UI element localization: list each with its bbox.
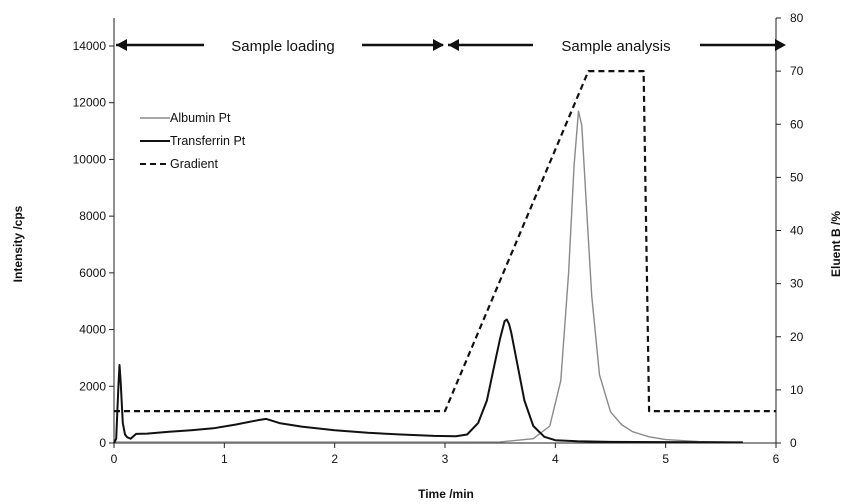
y-axis-title: Intensity /cps [11, 205, 25, 282]
x-tick-label: 6 [773, 452, 780, 466]
y-tick-label: 4000 [79, 323, 106, 337]
y-tick-label: 2000 [79, 379, 106, 393]
x-tick-label: 5 [662, 452, 669, 466]
y2-axis-title: Eluent B /% [829, 211, 843, 277]
y-tick-label: 8000 [79, 209, 106, 223]
x-tick-label: 1 [221, 452, 228, 466]
y2-tick-label: 0 [790, 436, 797, 450]
x-axis-title: Time /min [418, 487, 474, 501]
legend-label-gradient: Gradient [170, 157, 218, 171]
series-line-transferrin-pt [113, 318, 743, 444]
legend-label-albumin: Albumin Pt [170, 111, 231, 125]
legend-label-transferrin: Transferrin Pt [170, 134, 246, 148]
sample-analysis-label: Sample analysis [561, 38, 670, 55]
y2-tick-label: 40 [790, 224, 804, 238]
loading-arrow-left-head [116, 39, 127, 51]
loading-arrow-right-head [433, 39, 444, 51]
series-line-albumin-pt [114, 110, 743, 444]
y2-tick-label: 80 [790, 11, 804, 25]
series-line-gradient [114, 69, 776, 413]
y2-tick-label: 10 [790, 383, 804, 397]
analysis-arrow-left-head [448, 39, 459, 51]
y-tick-label: 6000 [79, 266, 106, 280]
y-tick-label: 10000 [73, 152, 107, 166]
legend: Albumin Pt Transferrin Pt Gradient [140, 111, 246, 171]
analysis-arrow-right-head [775, 39, 786, 51]
y2-tick-label: 30 [790, 277, 804, 291]
y-tick-label: 0 [99, 436, 106, 450]
x-tick-label: 0 [111, 452, 118, 466]
sample-loading-label: Sample loading [231, 38, 334, 55]
y-tick-label: 14000 [73, 39, 107, 53]
y-tick-label: 12000 [73, 96, 107, 110]
y2-tick-label: 60 [790, 117, 804, 131]
y2-tick-label: 50 [790, 170, 804, 184]
x-tick-label: 4 [552, 452, 559, 466]
x-tick-label: 2 [331, 452, 338, 466]
y2-tick-label: 20 [790, 330, 804, 344]
y2-tick-label: 70 [790, 64, 804, 78]
x-tick-label: 3 [442, 452, 449, 466]
